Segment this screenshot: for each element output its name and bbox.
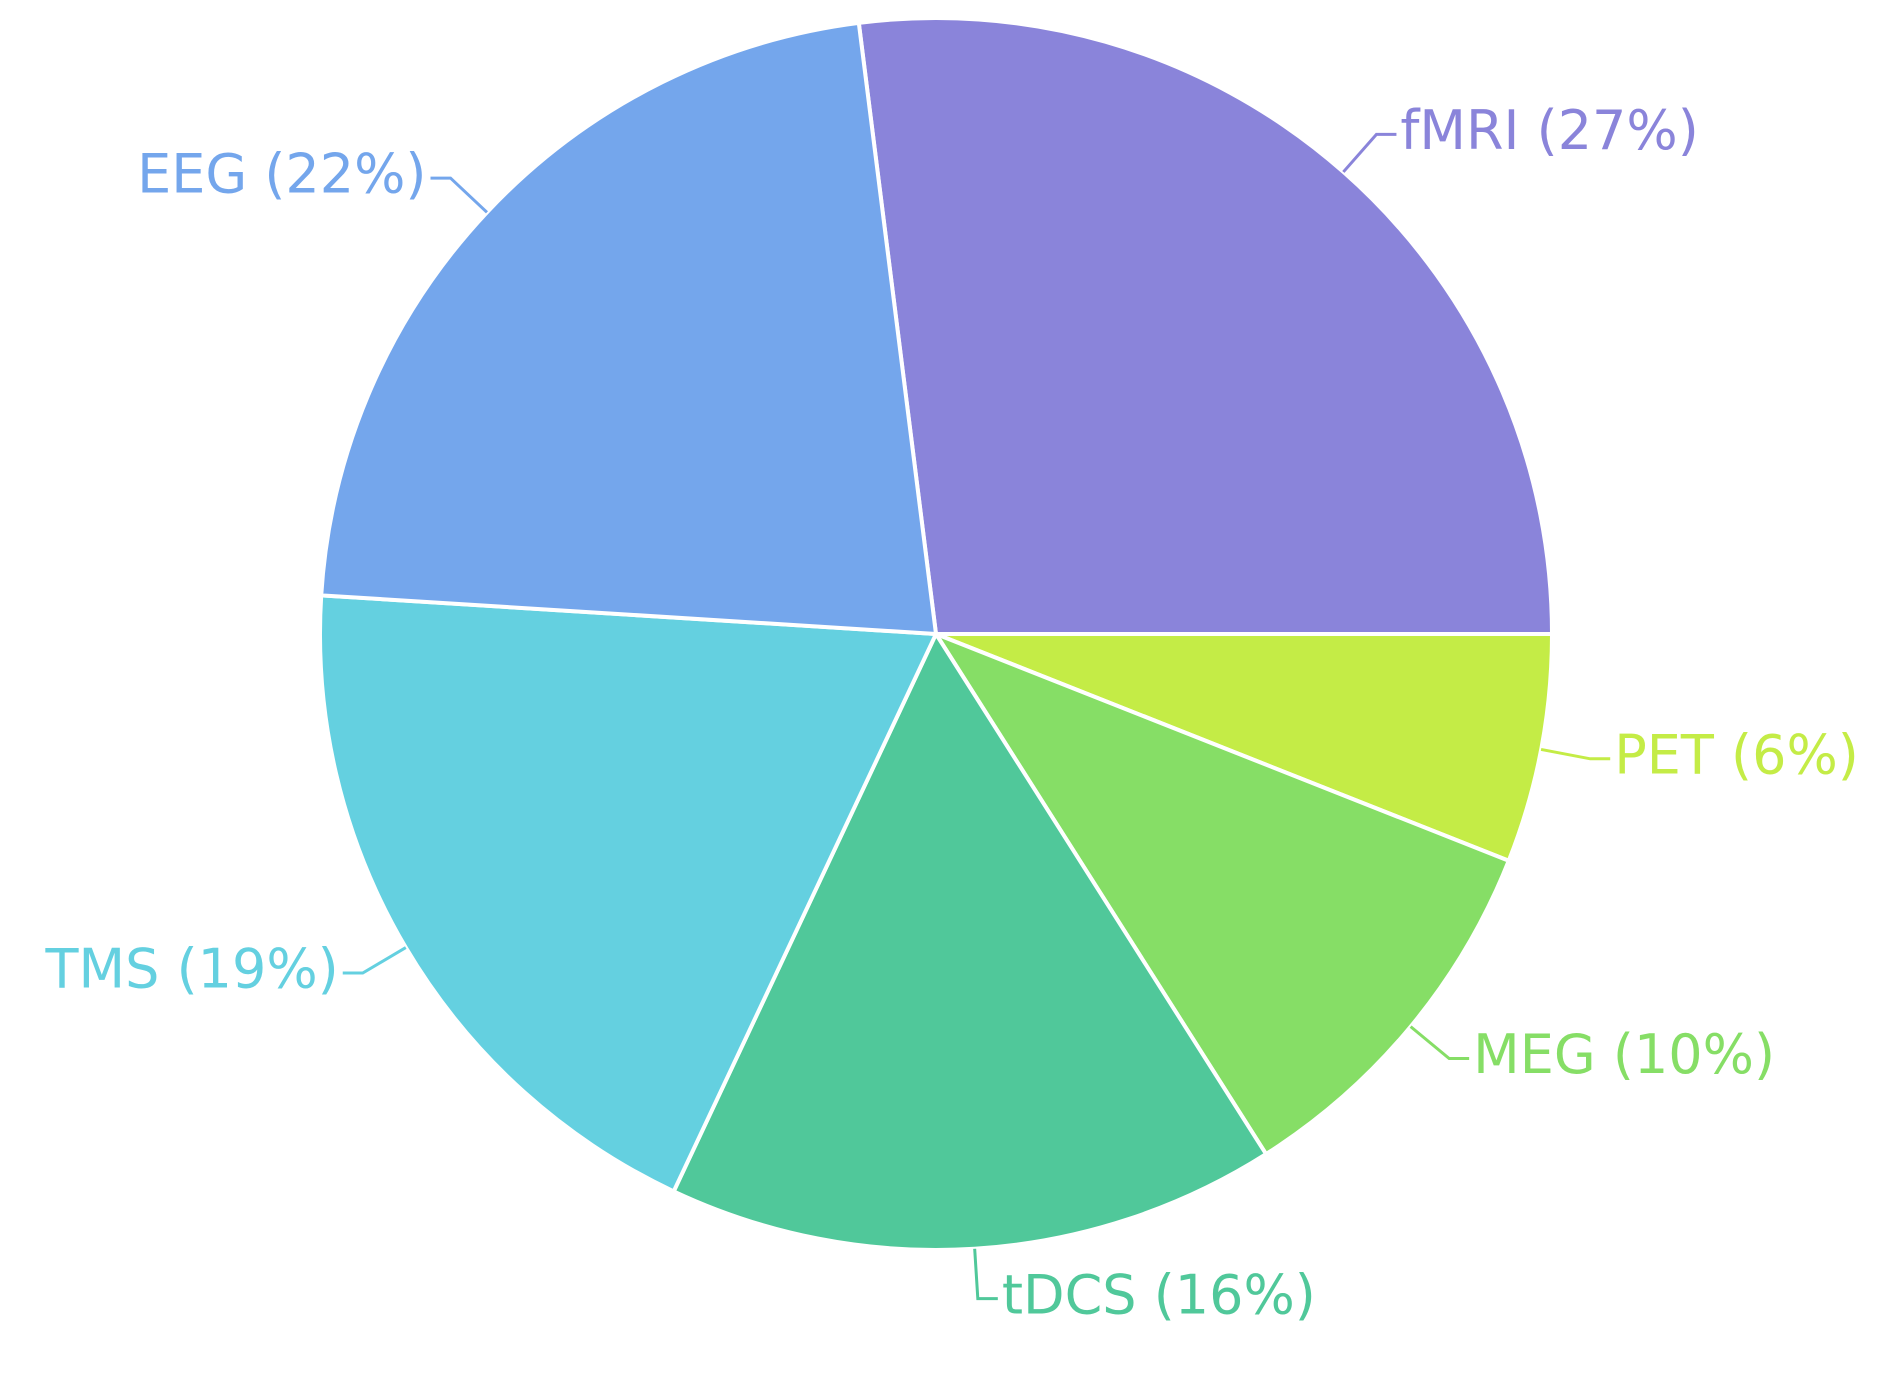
pie-slice	[319, 20, 939, 637]
pie-slice	[931, 629, 1512, 1157]
leader-line	[1409, 1025, 1470, 1061]
leader-line	[1540, 747, 1611, 761]
leader-line	[342, 946, 407, 975]
leader-line	[1342, 132, 1397, 173]
pie-slice	[318, 593, 940, 1195]
pie-slice	[935, 632, 1555, 864]
slice-label: MEG (10%)	[1473, 1023, 1775, 1086]
slice-label: fMRI (27%)	[1400, 99, 1698, 162]
slice-label: PET (6%)	[1614, 723, 1859, 786]
pie-slice	[856, 16, 1555, 636]
leader-line	[973, 1248, 998, 1301]
slice-label: EEG (22%)	[137, 143, 426, 206]
leader-line	[430, 176, 488, 214]
slice-label: tDCS (16%)	[1002, 1263, 1316, 1326]
slice-label: TMS (19%)	[45, 938, 339, 1001]
